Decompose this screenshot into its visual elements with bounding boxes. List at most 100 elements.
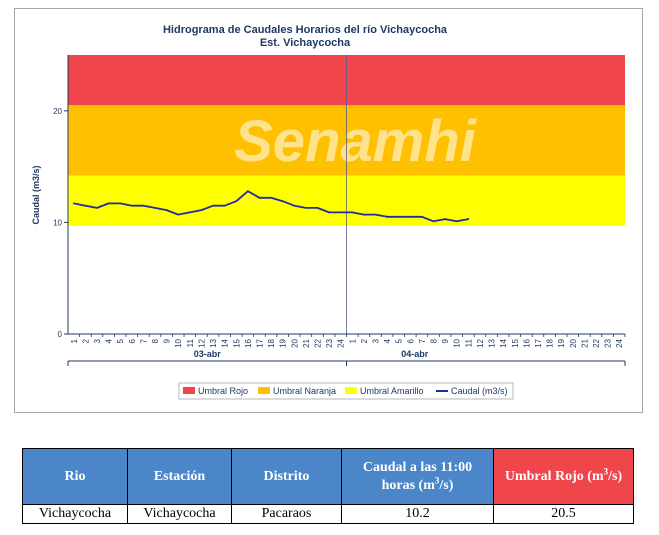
series-point-caudal <box>293 204 296 207</box>
series-point-caudal <box>374 213 377 216</box>
cell-distrito: Pacaraos <box>231 504 342 524</box>
series-point-caudal <box>397 215 400 218</box>
x-tick-label: 3 <box>93 338 102 343</box>
x-tick-label: 20 <box>569 338 578 347</box>
x-tick-label: 16 <box>522 338 531 347</box>
x-tick-label: 17 <box>534 338 543 347</box>
series-point-caudal <box>212 204 214 207</box>
series-point-caudal <box>432 220 435 223</box>
series-point-caudal <box>84 204 87 207</box>
x-tick-label: 3 <box>372 338 381 343</box>
x-tick-label: 15 <box>511 338 520 347</box>
x-tick-label: 4 <box>105 338 114 343</box>
x-tick-label: 18 <box>546 338 555 347</box>
series-point-caudal <box>363 213 365 216</box>
x-tick-label: 24 <box>337 338 346 347</box>
x-tick-label: 24 <box>615 338 624 347</box>
x-tick-label: 23 <box>604 338 613 347</box>
x-tick-label: 21 <box>580 338 589 347</box>
x-tick-label: 2 <box>360 338 369 343</box>
x-tick-label: 22 <box>313 338 322 347</box>
cell-umbral-rojo: 20.5 <box>493 504 634 524</box>
x-tick-label: 7 <box>418 338 427 343</box>
series-point-caudal <box>467 218 470 220</box>
x-tick-label: 14 <box>221 338 230 347</box>
x-tick-label: 11 <box>464 338 473 347</box>
y-tick-label: 10 <box>53 218 62 227</box>
legend-label: Umbral Amarillo <box>360 386 424 396</box>
series-point-caudal <box>339 211 342 214</box>
chart-subtitle: Est. Vichaycocha <box>260 37 351 49</box>
series-point-caudal <box>444 218 447 220</box>
series-point-caudal <box>258 196 261 199</box>
series-point-caudal <box>154 206 156 209</box>
series-point-caudal <box>316 206 319 209</box>
station-info-table: Rio Estación Distrito Caudal a las 11:00… <box>22 448 634 524</box>
series-point-caudal <box>235 200 238 203</box>
series-point-caudal <box>130 204 133 207</box>
x-tick-label: 22 <box>592 338 601 347</box>
series-point-caudal <box>165 209 168 212</box>
x-tick-label: 6 <box>406 338 415 343</box>
series-point-caudal <box>119 202 122 205</box>
x-tick-label: 13 <box>209 338 218 347</box>
legend-label: Umbral Rojo <box>198 386 248 396</box>
series-point-caudal <box>455 220 458 223</box>
x-tick-label: 21 <box>302 338 311 347</box>
x-tick-label: 19 <box>279 338 288 347</box>
series-point-caudal <box>246 190 249 193</box>
x-tick-label: 17 <box>255 338 264 347</box>
y-tick-label: 20 <box>53 107 62 116</box>
series-point-caudal <box>72 202 75 205</box>
series-point-caudal <box>96 206 98 209</box>
x-tick-label: 19 <box>557 338 566 347</box>
series-point-caudal <box>304 206 307 209</box>
series-point-caudal <box>270 196 272 199</box>
day-label: 03-abr <box>194 349 222 359</box>
legend-label: Umbral Naranja <box>273 386 336 396</box>
x-tick-label: 2 <box>81 338 90 343</box>
series-point-caudal <box>200 209 203 212</box>
header-umbral-rojo: Umbral Rojo (m3/s) <box>493 448 634 505</box>
x-tick-label: 9 <box>441 338 450 343</box>
x-tick-label: 10 <box>174 338 183 347</box>
x-tick-label: 15 <box>232 338 241 347</box>
legend-key-naranja <box>258 387 270 394</box>
chart-legend: Umbral Rojo Umbral Naranja Umbral Amarillo… <box>178 382 514 400</box>
x-tick-label: 6 <box>128 338 137 343</box>
chart-title: Hidrograma de Caudales Horarios del río … <box>163 24 448 36</box>
series-point-caudal <box>223 204 226 207</box>
x-tick-label: 8 <box>430 338 439 343</box>
y-axis-label: Caudal (m3/s) <box>31 165 41 224</box>
header-estacion: Estación <box>127 448 232 505</box>
x-tick-label: 16 <box>244 338 253 347</box>
x-tick-label: 7 <box>139 338 148 343</box>
legend-label: Caudal (m3/s) <box>451 386 508 396</box>
watermark-text: Senamhi <box>234 109 478 174</box>
y-tick-label: 0 <box>58 330 63 339</box>
chart-container: Senamhi 0 10 20 1 2 3 4 5 6 7 8 9 10 11 12 13 14 15 16 17 18… <box>14 8 643 413</box>
series-point-caudal <box>351 211 354 214</box>
series-point-caudal <box>328 211 330 214</box>
series-point-caudal <box>188 211 191 214</box>
legend-key-rojo <box>183 387 195 394</box>
x-tick-label: 13 <box>488 338 497 347</box>
cell-rio: Vichaycocha <box>22 504 128 524</box>
x-tick-label: 5 <box>395 338 404 343</box>
header-caudal: Caudal a las 11:00 horas (m3/s) <box>341 448 494 505</box>
cell-caudal: 10.2 <box>341 504 494 524</box>
series-point-caudal <box>409 215 412 218</box>
series-point-caudal <box>386 215 389 218</box>
cell-estacion: Vichaycocha <box>127 504 232 524</box>
series-point-caudal <box>142 204 145 207</box>
x-tick-label: 10 <box>453 338 462 347</box>
x-tick-label: 1 <box>348 338 357 343</box>
x-tick-label: 1 <box>70 338 79 343</box>
series-point-caudal <box>281 200 284 203</box>
header-rio: Rio <box>22 448 128 505</box>
header-distrito: Distrito <box>231 448 342 505</box>
x-tick-label: 23 <box>325 338 334 347</box>
x-tick-label: 18 <box>267 338 276 347</box>
x-tick-label: 12 <box>197 338 206 347</box>
